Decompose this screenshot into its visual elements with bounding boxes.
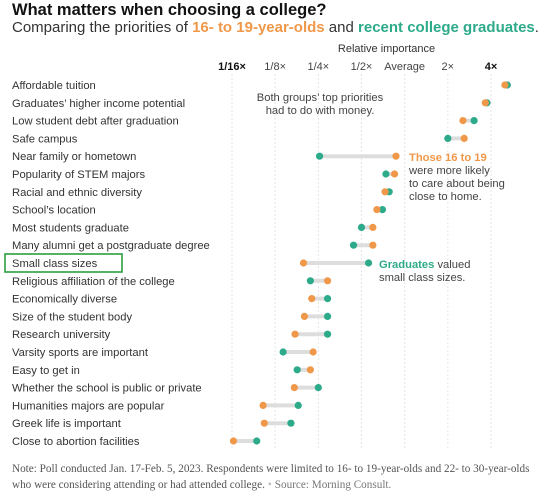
x-tick-label: Average bbox=[384, 61, 425, 73]
row-label: Whether the school is public or private bbox=[12, 383, 202, 395]
note-text: Note: Poll conducted Jan. 17-Feb. 5, 202… bbox=[12, 463, 530, 491]
row-label: Safe campus bbox=[12, 133, 78, 145]
teens-dot bbox=[373, 206, 381, 214]
row-label: Greek life is important bbox=[12, 418, 122, 430]
row-label: Economically diverse bbox=[12, 294, 117, 306]
graduates-dot bbox=[287, 419, 295, 427]
x-tick-label: 1/8× bbox=[264, 61, 286, 73]
graduates-dot bbox=[470, 117, 478, 125]
teens-dot bbox=[299, 259, 308, 267]
teens-dot bbox=[260, 419, 268, 427]
row-label: Varsity sports are important bbox=[12, 347, 149, 359]
teens-dot bbox=[381, 188, 389, 196]
annotation-teens: Those 16 to 19 bbox=[409, 152, 487, 164]
teens-dot bbox=[392, 152, 400, 160]
note-separator: • bbox=[267, 479, 272, 491]
row-label: Close to abortion facilities bbox=[12, 436, 140, 448]
x-tick-label: 1/4× bbox=[307, 61, 329, 73]
row-label: Size of the student body bbox=[12, 311, 132, 323]
graduates-dot bbox=[444, 134, 452, 142]
graduates-dot bbox=[382, 170, 390, 178]
annotation-teens: close to home. bbox=[409, 191, 482, 203]
graduates-dot bbox=[294, 401, 302, 409]
graduates-dot bbox=[323, 295, 332, 303]
teens-dot bbox=[323, 277, 332, 285]
row-label: Humanities majors are popular bbox=[12, 400, 165, 412]
row-label: Most students graduate bbox=[12, 222, 129, 234]
graduates-dot bbox=[357, 223, 366, 231]
graduates-dot bbox=[323, 330, 332, 338]
teens-dot bbox=[390, 170, 399, 178]
subtitle-graduates-label: recent college graduates bbox=[358, 19, 535, 36]
x-tick-label: 4× bbox=[485, 61, 498, 73]
annotation-graduates-text: valued bbox=[434, 259, 470, 271]
chart-subtitle: Comparing the priorities of 16- to 19-ye… bbox=[12, 19, 539, 36]
chart-note: Note: Poll conducted Jan. 17-Feb. 5, 202… bbox=[12, 461, 536, 493]
row-label: Research university bbox=[12, 329, 111, 341]
annotation-teens: to care about being bbox=[409, 178, 505, 190]
graduates-dot bbox=[349, 241, 358, 249]
annotation-graduates-emphasis: Graduates bbox=[379, 259, 434, 271]
subtitle-text-1: Comparing the priorities of bbox=[12, 19, 193, 36]
row-label: Easy to get in bbox=[12, 365, 80, 377]
source-text: Source: Morning Consult. bbox=[274, 479, 392, 491]
graduates-dot bbox=[253, 437, 261, 445]
graduates-dot bbox=[314, 384, 322, 392]
teens-dot bbox=[291, 330, 299, 338]
graduates-dot bbox=[279, 348, 287, 356]
x-axis-title: Relative importance bbox=[338, 43, 435, 55]
annotation-graduates: Graduates valued bbox=[379, 259, 470, 271]
teens-dot bbox=[309, 348, 317, 356]
teens-dot bbox=[369, 223, 377, 231]
graduates-dot bbox=[364, 259, 373, 267]
teens-dot bbox=[459, 117, 467, 125]
teens-dot bbox=[460, 134, 468, 142]
teens-dot bbox=[229, 437, 238, 445]
teens-dot bbox=[300, 312, 309, 320]
annotation-teens-text: were more likely bbox=[408, 165, 490, 177]
graduates-dot bbox=[323, 312, 332, 320]
annotation-money: Both groups’ top priorities bbox=[257, 92, 384, 104]
row-label: Graduates’ higher income potential bbox=[12, 98, 185, 110]
teens-dot bbox=[501, 81, 509, 89]
row-label: Near family or hometown bbox=[12, 151, 136, 163]
teens-dot bbox=[308, 295, 316, 303]
row-label: Affordable tuition bbox=[12, 80, 96, 92]
teens-dot bbox=[369, 241, 377, 249]
chart-title: What matters when choosing a college? bbox=[12, 1, 327, 19]
annotation-teens-text: to care about being bbox=[409, 178, 505, 190]
x-tick-label: 1/2× bbox=[351, 61, 373, 73]
row-label: Popularity of STEM majors bbox=[12, 169, 145, 181]
subtitle-text-3: . bbox=[534, 19, 539, 36]
annotation-money: had to do with money. bbox=[266, 105, 375, 117]
annotation-graduates: small class sizes. bbox=[379, 272, 465, 284]
graduates-dot bbox=[315, 152, 324, 160]
row-label: School’s location bbox=[12, 205, 96, 217]
x-tick-label: 2× bbox=[442, 61, 455, 73]
subtitle-teens-label: 16- to 19-year-olds bbox=[192, 19, 325, 36]
teens-dot bbox=[481, 99, 489, 107]
row-label: Many alumni get a postgraduate degree bbox=[12, 240, 210, 252]
highlight-box bbox=[4, 253, 123, 273]
subtitle-text-2: and bbox=[324, 19, 359, 36]
graduates-dot bbox=[378, 206, 387, 214]
graduates-dot bbox=[306, 277, 314, 285]
x-tick-label: 1/16× bbox=[218, 61, 246, 73]
row-label: Low student debt after graduation bbox=[12, 116, 179, 128]
teens-dot bbox=[306, 366, 314, 374]
row-label: Religious affiliation of the college bbox=[12, 276, 175, 288]
teens-dot bbox=[290, 384, 298, 392]
graduates-dot bbox=[293, 366, 301, 374]
annotation-teens: were more likely bbox=[408, 165, 490, 177]
row-label: Small class sizes bbox=[12, 258, 98, 270]
annotation-teens-text: close to home. bbox=[409, 191, 482, 203]
annotation-teens-emphasis: Those 16 to 19 bbox=[409, 152, 487, 164]
row-label: Racial and ethnic diversity bbox=[12, 187, 142, 199]
teens-dot bbox=[259, 401, 267, 409]
annotation-graduates-text: small class sizes. bbox=[379, 272, 465, 284]
